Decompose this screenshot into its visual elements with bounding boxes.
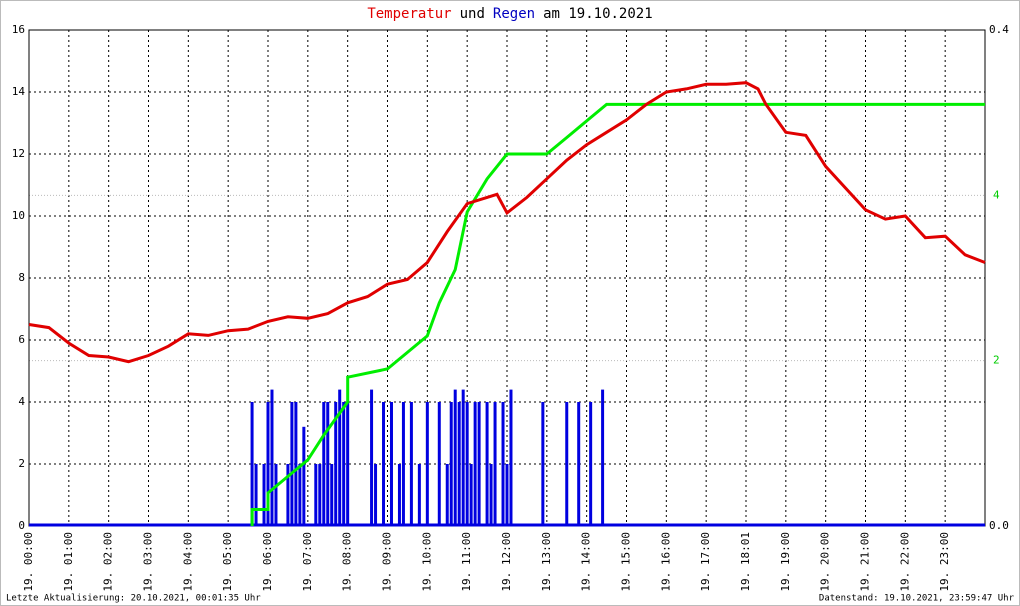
rain-bar	[473, 402, 477, 526]
series-line	[250, 102, 985, 526]
rain-bar	[589, 402, 593, 526]
rain-bar	[417, 464, 421, 526]
x-tick-label: 19. 06:00	[261, 532, 274, 592]
x-tick-label: 19. 19:00	[779, 532, 792, 592]
rain-bar	[274, 464, 278, 526]
rain-bar	[298, 464, 302, 526]
y2-tick-label: 0.0	[989, 519, 1009, 532]
rain-bar	[318, 464, 322, 526]
x-tick-label: 19. 03:00	[142, 532, 155, 592]
x-tick-label: 19. 22:00	[898, 532, 911, 592]
rain-bar	[397, 464, 401, 526]
rain-bar	[505, 464, 509, 526]
x-tick-label: 19. 02:00	[102, 532, 115, 592]
rain-bar	[290, 402, 294, 526]
x-tick-label: 19. 18:01	[739, 532, 752, 592]
y-tick-label: 4	[18, 395, 25, 408]
title-part: am 19.10.2021	[543, 6, 653, 22]
x-tick-label: 19. 15:00	[620, 532, 633, 592]
x-tick-label: 19. 16:00	[659, 532, 672, 592]
rain-bar	[326, 402, 330, 526]
rain-bar	[489, 464, 493, 526]
title-part: Regen	[493, 6, 535, 22]
rain-bar	[445, 464, 449, 526]
rain-bar	[314, 464, 318, 526]
y-tick-label: 12	[12, 147, 25, 160]
y2-tick-label: 0.4	[989, 23, 1009, 36]
y-tick-label: 6	[18, 333, 25, 346]
footer-left: Letzte Aktualisierung: 20.10.2021, 00:01…	[6, 594, 261, 604]
y3-tick-label: 4	[993, 188, 1000, 201]
rain-bar	[330, 464, 334, 526]
x-tick-label: 19. 17:00	[699, 532, 712, 592]
rain-bar	[294, 402, 298, 526]
rain-bar	[565, 402, 569, 526]
y-tick-label: 0	[18, 519, 25, 532]
y-tick-label: 16	[12, 23, 25, 36]
rain-bar	[382, 402, 386, 526]
rain-bar	[477, 402, 481, 526]
rain-bar	[425, 402, 429, 526]
x-tick-label: 19. 08:00	[341, 532, 354, 592]
rain-bar	[469, 464, 473, 526]
x-tick-label: 19. 11:00	[460, 532, 473, 592]
rain-bar	[401, 402, 405, 526]
y3-tick-label: 2	[993, 354, 1000, 367]
rain-bar	[370, 389, 374, 526]
rain-bar	[509, 389, 513, 526]
x-tick-label: 19. 09:00	[381, 532, 394, 592]
rain-bar	[409, 402, 413, 526]
x-tick-label: 19. 13:00	[540, 532, 553, 592]
x-tick-label: 19. 10:00	[420, 532, 433, 592]
rain-bar	[374, 464, 378, 526]
rain-bar	[501, 402, 505, 526]
x-tick-label: 19. 14:00	[580, 532, 593, 592]
rain-bar	[577, 402, 581, 526]
y-tick-label: 2	[18, 457, 25, 470]
rain-bar	[457, 402, 461, 526]
rain-bar	[254, 464, 258, 526]
y-tick-label: 8	[18, 271, 25, 284]
rain-bar	[485, 402, 489, 526]
rain-bar	[338, 389, 342, 526]
rain-bar	[461, 389, 465, 526]
x-tick-label: 19. 05:00	[221, 532, 234, 592]
series-line	[28, 81, 986, 364]
title-part: und	[460, 6, 485, 22]
footer-right: Datenstand: 19.10.2021, 23:59:47 Uhr	[819, 594, 1015, 604]
x-tick-label: 19. 00:00	[22, 532, 35, 592]
chart-title: Temperatur und Regen am 19.10.2021	[367, 6, 652, 22]
x-tick-label: 19. 21:00	[859, 532, 872, 592]
rain-bar	[322, 402, 326, 526]
y-tick-label: 14	[12, 85, 26, 98]
x-tick-label: 19. 07:00	[301, 532, 314, 592]
rain-bar	[286, 464, 290, 526]
rain-bar	[250, 402, 254, 526]
rain-bar	[262, 464, 266, 526]
rain-bar	[342, 402, 346, 526]
rain-bar	[302, 426, 306, 526]
rain-bar	[493, 402, 497, 526]
rain-bar	[266, 402, 270, 526]
rain-bar	[270, 389, 274, 526]
x-tick-label: 19. 04:00	[181, 532, 194, 592]
x-tick-label: 19. 20:00	[819, 532, 832, 592]
rain-bar	[389, 402, 393, 526]
rain-bar	[334, 402, 338, 526]
rain-bar	[449, 402, 453, 526]
x-tick-label: 19. 23:00	[938, 532, 951, 592]
x-tick-label: 19. 01:00	[62, 532, 75, 592]
rain-bar	[465, 402, 469, 526]
y-tick-label: 10	[12, 209, 25, 222]
rain-bar	[437, 402, 441, 526]
rain-bar	[453, 389, 457, 526]
title-part: Temperatur	[367, 6, 451, 22]
rain-bar	[346, 402, 350, 526]
rain-bar	[601, 389, 605, 526]
rain-bar	[541, 402, 545, 526]
x-tick-label: 19. 12:00	[500, 532, 513, 592]
